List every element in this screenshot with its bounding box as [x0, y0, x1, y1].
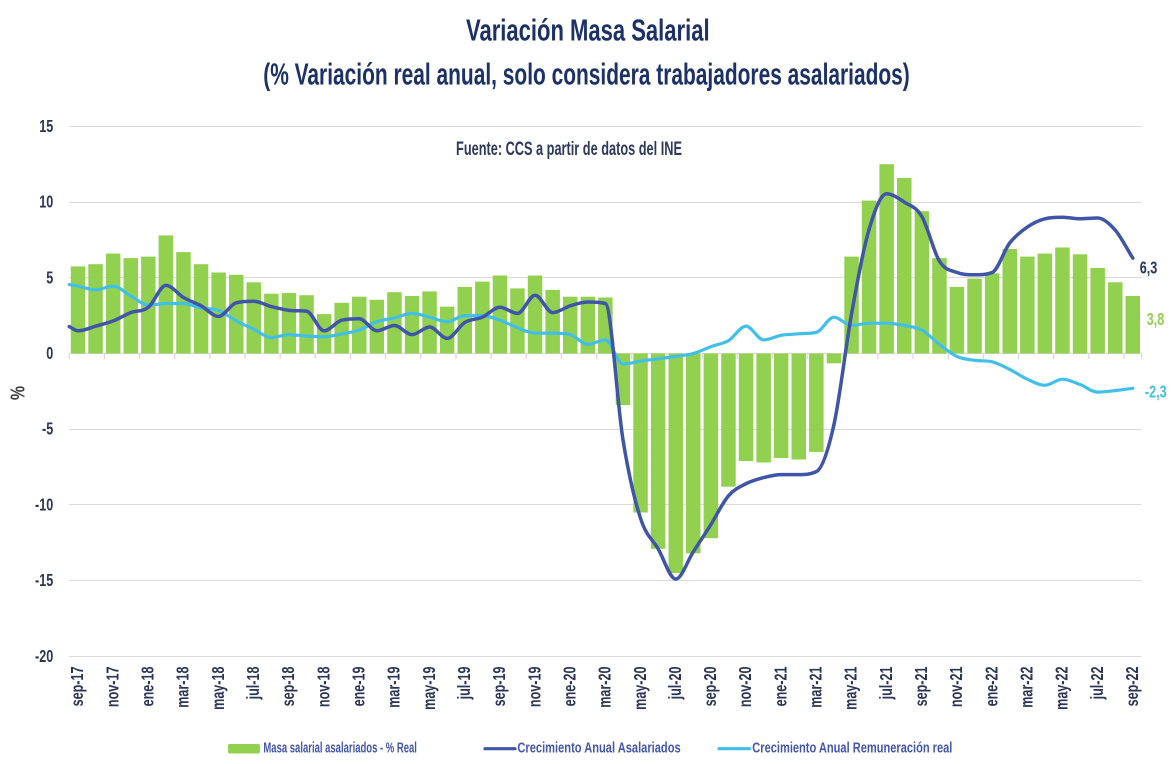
- svg-text:jul-19: jul-19: [455, 666, 475, 700]
- svg-text:-5: -5: [42, 420, 53, 440]
- svg-text:Variación Masa Salarial: Variación Masa Salarial: [466, 13, 710, 47]
- svg-text:ene-18: ene-18: [138, 666, 158, 706]
- svg-text:-15: -15: [35, 571, 53, 591]
- svg-text:may-21: may-21: [842, 666, 862, 710]
- svg-text:mar-22: mar-22: [1017, 666, 1037, 708]
- svg-text:mar-20: mar-20: [596, 667, 616, 708]
- svg-text:0: 0: [46, 344, 53, 364]
- svg-text:5: 5: [46, 268, 53, 288]
- svg-text:-20: -20: [35, 647, 53, 667]
- svg-text:(% Variación real anual, solo: (% Variación real anual, solo considera …: [263, 56, 910, 91]
- svg-text:sep-19: sep-19: [490, 666, 510, 706]
- svg-text:10: 10: [39, 193, 53, 213]
- svg-text:sep-18: sep-18: [279, 666, 299, 706]
- svg-text:may-19: may-19: [420, 666, 440, 710]
- svg-text:jul-20: jul-20: [666, 667, 686, 701]
- svg-text:Crecimiento Anual Asalariados: Crecimiento Anual Asalariados: [517, 739, 680, 756]
- svg-text:may-22: may-22: [1053, 666, 1073, 710]
- svg-text:mar-18: mar-18: [174, 666, 194, 708]
- svg-text:sep-20: sep-20: [701, 667, 721, 707]
- svg-text:nov-17: nov-17: [103, 667, 123, 708]
- svg-text:Crecimiento Anual Remuneración: Crecimiento Anual Remuneración real: [752, 739, 952, 756]
- svg-text:%: %: [7, 386, 29, 400]
- svg-text:nov-19: nov-19: [525, 666, 545, 707]
- svg-text:may-20: may-20: [631, 667, 651, 710]
- svg-text:ene-22: ene-22: [982, 666, 1002, 706]
- svg-text:sep-17: sep-17: [68, 667, 88, 707]
- svg-text:ene-20: ene-20: [560, 667, 580, 707]
- svg-text:ene-19: ene-19: [349, 666, 369, 706]
- svg-text:jul-22: jul-22: [1088, 666, 1108, 700]
- svg-text:may-18: may-18: [209, 666, 229, 710]
- svg-text:Masa salarial asalariados - %: Masa salarial asalariados - % Real: [263, 739, 417, 756]
- svg-text:3,8: 3,8: [1147, 310, 1165, 330]
- svg-text:sep-22: sep-22: [1123, 666, 1143, 706]
- svg-text:mar-21: mar-21: [807, 666, 827, 708]
- svg-text:-10: -10: [35, 495, 53, 515]
- svg-text:mar-19: mar-19: [385, 666, 405, 708]
- svg-text:-2,3: -2,3: [1145, 382, 1167, 402]
- svg-text:sep-21: sep-21: [912, 666, 932, 706]
- svg-text:15: 15: [39, 117, 53, 137]
- svg-text:jul-18: jul-18: [244, 666, 264, 700]
- svg-text:nov-18: nov-18: [314, 666, 334, 707]
- svg-text:Fuente: CCS a partir de datos: Fuente: CCS a partir de datos del INE: [456, 139, 682, 160]
- svg-text:nov-20: nov-20: [736, 667, 756, 708]
- svg-text:jul-21: jul-21: [877, 666, 897, 700]
- svg-text:nov-21: nov-21: [947, 666, 967, 707]
- svg-text:6,3: 6,3: [1140, 258, 1158, 278]
- svg-text:ene-21: ene-21: [771, 666, 791, 706]
